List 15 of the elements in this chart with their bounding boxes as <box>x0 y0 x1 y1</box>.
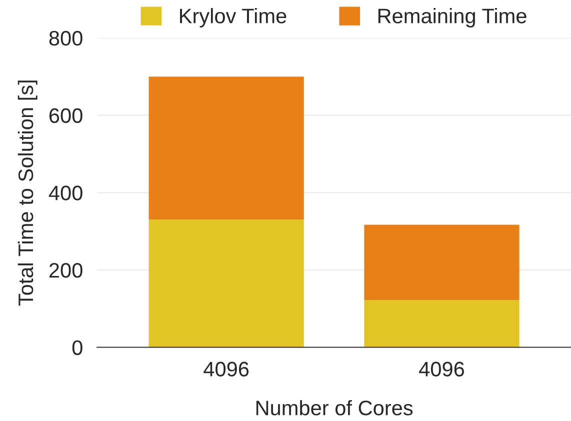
y-tick-label: 200 <box>49 262 82 278</box>
x-axis-title: Number of Cores <box>256 400 413 416</box>
y-tick-label: 800 <box>49 30 82 46</box>
y-tick-label: 400 <box>48 186 82 200</box>
y-tick-label: 600 <box>49 108 82 124</box>
bar <box>148 76 304 220</box>
bar <box>148 220 304 348</box>
y-axis-title: Total Time to Solution [s] <box>18 80 38 306</box>
legend-label: Krylov Time <box>180 8 286 28</box>
x-tick-label: 4096 <box>204 362 249 377</box>
x-tick-label: 4096 <box>419 362 464 377</box>
bar <box>364 300 520 348</box>
y-tick-label: 0 <box>72 340 82 356</box>
bar <box>364 224 520 300</box>
legend-label: Remaining Time <box>378 8 526 28</box>
